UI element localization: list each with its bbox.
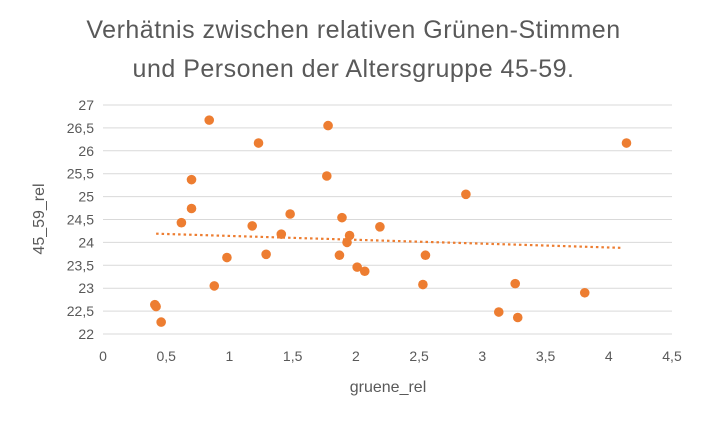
chart-title-line-2: und Personen der Altersgruppe 45-59. <box>132 55 575 83</box>
y-tick-label: 27 <box>78 97 94 113</box>
y-tick-label: 24 <box>78 234 94 250</box>
data-point <box>337 212 347 223</box>
data-point <box>418 279 428 290</box>
x-tick-label: 4 <box>605 348 613 364</box>
data-point <box>186 203 197 214</box>
y-tick-label: 25,5 <box>67 166 94 182</box>
x-tick-label: 2,5 <box>409 348 429 364</box>
data-point <box>621 138 632 148</box>
x-tick-label: 2 <box>352 348 360 364</box>
data-point <box>420 250 431 261</box>
data-point <box>493 307 504 317</box>
x-tick-label: 1 <box>226 348 234 364</box>
data-point <box>322 171 332 181</box>
data-point <box>222 252 232 263</box>
data-point <box>186 174 197 185</box>
y-axis-ticks: 22 22,5 23 23,5 24 24,5 25 25,5 26 26,5 27 <box>67 97 94 342</box>
x-tick-label: 4,5 <box>662 348 682 364</box>
data-point <box>334 250 345 261</box>
data-point <box>276 229 287 239</box>
y-tick-label: 22 <box>78 326 94 342</box>
data-point <box>209 281 220 291</box>
data-point <box>352 262 362 272</box>
data-point <box>151 301 161 312</box>
trendline-layer <box>156 232 623 249</box>
data-point <box>359 266 370 277</box>
data-point <box>344 230 355 241</box>
data-point <box>512 312 523 323</box>
y-tick-label: 26,5 <box>67 120 94 136</box>
data-point <box>323 120 333 131</box>
y-tick-label: 22,5 <box>67 303 94 319</box>
data-point <box>253 138 264 148</box>
data-point <box>375 222 385 232</box>
y-tick-label: 23 <box>78 280 94 296</box>
trendline <box>156 232 623 249</box>
gridlines <box>103 104 672 335</box>
data-point <box>261 249 271 260</box>
x-tick-label: 3,5 <box>536 348 556 364</box>
data-points <box>150 115 632 327</box>
x-axis-label: gruene_rel <box>350 379 427 396</box>
data-point <box>247 221 258 231</box>
data-point <box>285 209 295 219</box>
data-point <box>204 115 215 125</box>
x-tick-label: 1,5 <box>283 348 303 364</box>
y-tick-label: 26 <box>78 143 94 159</box>
x-tick-label: 0,5 <box>156 348 176 364</box>
x-tick-label: 3 <box>478 348 486 364</box>
y-tick-label: 25 <box>78 189 94 205</box>
data-point <box>156 317 166 327</box>
chart-title-line-1: Verhätnis zwischen relativen Grünen-Stim… <box>86 16 621 44</box>
x-axis-ticks: 0 0,5 1 1,5 2 2,5 3 3,5 4 4,5 <box>99 348 682 364</box>
data-point <box>510 278 521 289</box>
data-point <box>176 217 187 228</box>
data-point <box>461 189 471 200</box>
y-tick-label: 23,5 <box>67 257 94 273</box>
y-axis-label: 45_59_rel <box>31 183 48 254</box>
x-tick-label: 0 <box>99 348 107 364</box>
data-point <box>579 287 590 298</box>
y-tick-label: 24,5 <box>67 212 94 228</box>
